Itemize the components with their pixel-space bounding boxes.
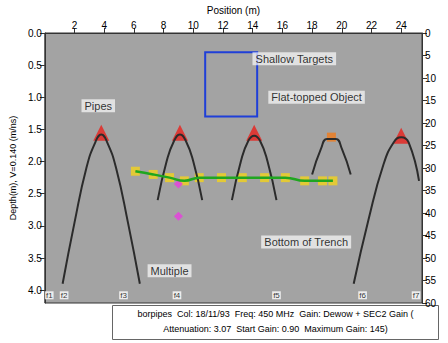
svg-text:50: 50 [425,253,437,264]
svg-text:Pipes: Pipes [84,100,112,112]
svg-text:15: 15 [425,95,437,106]
svg-text:f7: f7 [413,291,420,300]
svg-text:Shallow Targets: Shallow Targets [256,53,334,65]
svg-text:4.0: 4.0 [28,285,42,296]
svg-text:25: 25 [425,140,437,151]
svg-text:0.0: 0.0 [28,28,42,39]
svg-text:14: 14 [247,20,259,31]
svg-text:f4: f4 [174,291,181,300]
svg-text:f1: f1 [46,291,53,300]
svg-text:Bottom of Trench: Bottom of Trench [264,236,348,248]
svg-text:Position (m): Position (m) [207,5,260,16]
svg-text:30: 30 [425,163,437,174]
svg-text:borpipes Col: 18/11/93 Freq:: borpipes Col: 18/11/93 Freq: 450 MHz Gai… [137,309,413,319]
svg-text:1.5: 1.5 [28,124,42,135]
svg-text:55: 55 [425,275,437,286]
svg-text:6: 6 [131,20,137,31]
svg-text:Depth(m), V=0.140 (m/ns): Depth(m), V=0.140 (m/ns) [8,116,18,220]
svg-text:f3: f3 [120,291,127,300]
svg-text:1.0: 1.0 [28,92,42,103]
svg-text:4: 4 [101,20,107,31]
svg-text:35: 35 [425,185,437,196]
svg-text:Multiple: Multiple [151,265,189,277]
svg-text:0.5: 0.5 [28,60,42,71]
svg-text:f5: f5 [273,291,280,300]
svg-text:40: 40 [425,208,437,219]
svg-text:18: 18 [307,20,319,31]
svg-text:Attenuation: 3.07 Start Gain:: Attenuation: 3.07 Start Gain: 0.90 Maxim… [163,324,388,334]
svg-text:f2: f2 [61,291,68,300]
svg-text:20: 20 [425,118,437,129]
svg-text:2: 2 [72,20,78,31]
svg-text:10: 10 [188,20,200,31]
svg-text:0: 0 [425,28,431,39]
svg-text:16: 16 [277,20,289,31]
svg-text:2.0: 2.0 [28,156,42,167]
svg-text:24: 24 [396,20,408,31]
svg-text:3.0: 3.0 [28,220,42,231]
svg-text:Flat-topped Object: Flat-topped Object [271,91,362,103]
svg-text:10: 10 [425,73,437,84]
svg-text:3.5: 3.5 [28,253,42,264]
svg-text:2.5: 2.5 [28,188,42,199]
svg-text:20: 20 [336,20,348,31]
svg-text:22: 22 [366,20,378,31]
svg-text:8: 8 [161,20,167,31]
svg-text:12: 12 [217,20,229,31]
svg-text:f6: f6 [359,291,366,300]
svg-text:5: 5 [425,50,431,61]
svg-text:45: 45 [425,230,437,241]
svg-text:60: 60 [425,298,437,309]
